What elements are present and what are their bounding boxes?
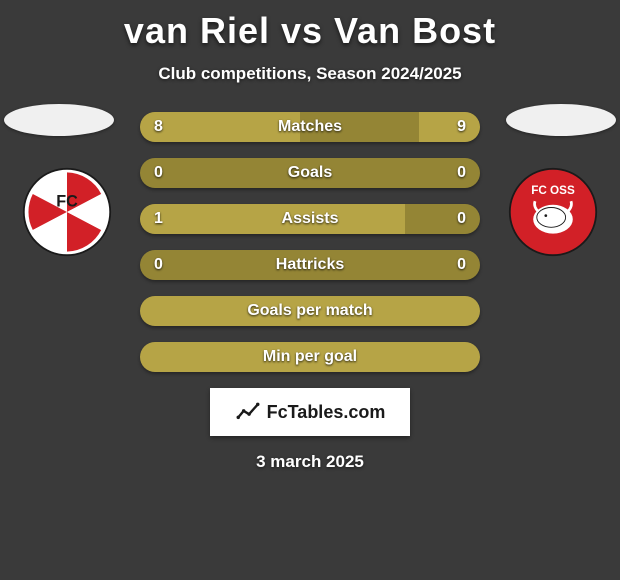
main-area: FC FC OSS 8 Matches 9 0 Goals 0	[0, 112, 620, 472]
player-ellipse-left	[4, 104, 114, 136]
stat-row-min-per-goal: Min per goal	[140, 342, 480, 372]
stat-row-assists: 1 Assists 0	[140, 204, 480, 234]
stat-value-right: 9	[457, 118, 466, 136]
stat-value-left: 0	[154, 256, 163, 274]
stat-label: Min per goal	[263, 348, 357, 366]
svg-text:FC OSS: FC OSS	[531, 184, 575, 197]
watermark-text: FcTables.com	[267, 402, 386, 423]
chart-icon	[235, 399, 261, 425]
stat-label: Goals	[288, 164, 332, 182]
stat-value-left: 8	[154, 118, 163, 136]
club-logo-left: FC	[22, 167, 112, 257]
stat-value-right: 0	[457, 256, 466, 274]
stats-bars: 8 Matches 9 0 Goals 0 1 Assists 0 0 Hatt…	[140, 112, 480, 372]
stat-row-goals: 0 Goals 0	[140, 158, 480, 188]
stat-value-right: 0	[457, 164, 466, 182]
stat-value-right: 0	[457, 210, 466, 228]
page-subtitle: Club competitions, Season 2024/2025	[0, 64, 620, 84]
stat-row-hattricks: 0 Hattricks 0	[140, 250, 480, 280]
footer-date: 3 march 2025	[0, 452, 620, 472]
player-ellipse-right	[506, 104, 616, 136]
stat-fill-left	[140, 204, 405, 234]
stat-row-matches: 8 Matches 9	[140, 112, 480, 142]
stat-row-goals-per-match: Goals per match	[140, 296, 480, 326]
stat-fill-right	[419, 112, 480, 142]
club-logo-right: FC OSS	[508, 167, 598, 257]
stat-fill-left	[140, 112, 300, 142]
stat-label: Goals per match	[247, 302, 372, 320]
fc-oss-logo-icon: FC OSS	[508, 167, 598, 257]
stat-value-left: 1	[154, 210, 163, 228]
stat-label: Hattricks	[276, 256, 344, 274]
watermark-badge: FcTables.com	[210, 388, 410, 436]
stat-label: Matches	[278, 118, 342, 136]
svg-text:FC: FC	[56, 193, 78, 211]
page-title: van Riel vs Van Bost	[0, 0, 620, 52]
stat-label: Assists	[282, 210, 339, 228]
fc-utrecht-logo-icon: FC	[22, 167, 112, 257]
stat-value-left: 0	[154, 164, 163, 182]
